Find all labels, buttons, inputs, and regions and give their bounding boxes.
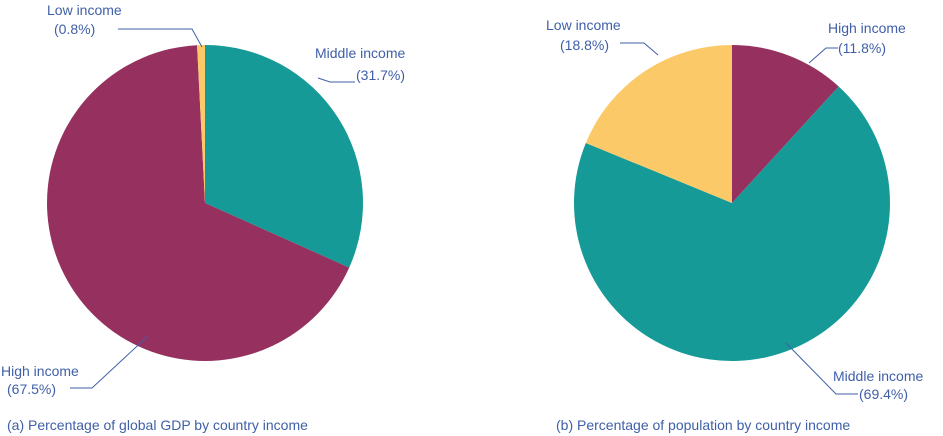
pie-a-slice-high-income — [47, 45, 350, 362]
label-a-high-pct: (67.5%) — [7, 381, 56, 397]
pie-b-slice-high-income — [732, 45, 839, 203]
label-b-high-name: High income — [828, 20, 906, 36]
leader-b-middle — [785, 342, 858, 395]
leader-a-high — [70, 335, 149, 389]
leader-b-high — [808, 47, 838, 64]
pie-a-slice-low-income — [197, 45, 205, 203]
chart-b-caption: (b) Percentage of population by country … — [556, 417, 850, 433]
chart-b: Low income (18.8%) High income (11.8%) M… — [546, 17, 923, 433]
label-b-middle-name: Middle income — [833, 368, 923, 384]
label-a-middle-pct: (31.7%) — [356, 67, 405, 83]
label-b-middle-pct: (69.4%) — [859, 386, 908, 402]
label-b-low-name: Low income — [546, 17, 621, 33]
pie-b-slice-middle-income — [574, 86, 891, 361]
pie-b-slice-low-income — [585, 45, 732, 203]
label-a-high-name: High income — [1, 363, 79, 379]
label-a-middle-name: Middle income — [315, 45, 405, 61]
leader-a-middle — [317, 77, 355, 83]
pie-a-slice-middle-income — [205, 45, 364, 268]
label-a-low-name: Low income — [47, 2, 122, 18]
label-a-low-pct: (0.8%) — [54, 21, 95, 37]
chart-b-slices — [574, 45, 891, 361]
label-b-high-pct: (11.8%) — [838, 40, 886, 56]
leader-b-low — [620, 42, 659, 56]
leader-a-low — [118, 28, 203, 48]
chart-a-slices — [47, 45, 364, 362]
chart-a: Low income (0.8%) Middle income (31.7%) … — [1, 2, 405, 433]
chart-a-caption: (a) Percentage of global GDP by country … — [7, 417, 308, 433]
label-b-low-pct: (18.8%) — [560, 37, 609, 53]
